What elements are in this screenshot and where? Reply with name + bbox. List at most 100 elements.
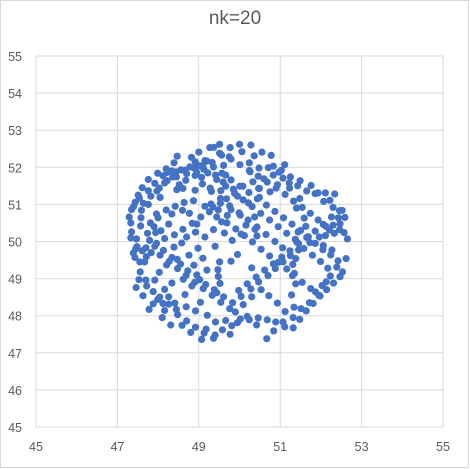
data-point xyxy=(251,213,259,221)
data-point xyxy=(229,299,237,307)
data-point xyxy=(272,184,280,192)
data-point xyxy=(156,193,164,201)
data-point xyxy=(323,286,331,294)
data-point xyxy=(201,202,209,210)
data-point xyxy=(285,179,293,187)
data-point xyxy=(281,161,289,169)
data-point xyxy=(279,214,288,222)
y-tick-label: 48 xyxy=(8,310,22,324)
data-point xyxy=(179,225,187,233)
data-point xyxy=(240,232,248,240)
data-point xyxy=(247,285,255,293)
data-point xyxy=(217,298,225,306)
data-point xyxy=(307,285,315,293)
data-point xyxy=(163,177,171,185)
data-point xyxy=(174,311,182,319)
data-point xyxy=(146,236,154,244)
y-tick-label: 52 xyxy=(8,161,22,175)
data-point xyxy=(314,216,322,224)
data-point xyxy=(279,244,287,252)
data-point xyxy=(269,260,277,268)
data-point xyxy=(178,206,187,214)
data-point xyxy=(222,316,230,325)
data-point xyxy=(165,220,173,228)
data-point xyxy=(142,276,150,284)
data-point xyxy=(161,306,169,315)
data-point xyxy=(190,261,198,269)
data-point xyxy=(217,187,225,195)
data-point xyxy=(266,216,274,224)
data-point xyxy=(170,243,178,251)
data-point xyxy=(178,239,186,247)
data-point xyxy=(173,152,181,160)
data-point xyxy=(218,169,226,177)
data-point xyxy=(325,226,333,234)
data-point xyxy=(154,169,162,177)
data-point xyxy=(198,173,206,181)
data-point xyxy=(302,222,310,230)
data-point xyxy=(294,240,303,248)
data-point xyxy=(220,229,228,237)
data-point xyxy=(182,303,190,311)
data-point xyxy=(163,168,171,177)
data-point xyxy=(147,192,155,200)
data-point xyxy=(250,152,258,160)
data-point xyxy=(303,233,311,241)
data-point xyxy=(289,260,297,269)
data-point xyxy=(254,172,262,180)
data-point xyxy=(149,288,157,296)
data-point xyxy=(292,204,301,212)
data-point xyxy=(289,314,297,322)
y-tick-label: 47 xyxy=(8,347,22,361)
data-point xyxy=(180,198,188,207)
data-point xyxy=(309,299,317,308)
data-point xyxy=(151,179,159,187)
data-point xyxy=(286,173,294,181)
data-point xyxy=(233,250,242,259)
data-point xyxy=(182,176,190,184)
data-point xyxy=(179,184,187,192)
data-point xyxy=(292,280,300,288)
data-point xyxy=(183,317,191,325)
data-point xyxy=(162,206,170,214)
data-point xyxy=(300,244,308,253)
data-point xyxy=(262,201,270,209)
data-point xyxy=(322,278,330,286)
data-point xyxy=(271,237,279,246)
data-point xyxy=(165,293,173,301)
data-point xyxy=(248,238,257,246)
data-point xyxy=(156,293,164,301)
data-point xyxy=(298,203,306,211)
data-point xyxy=(137,214,145,222)
data-point xyxy=(237,292,245,300)
data-point xyxy=(165,257,173,266)
data-point xyxy=(128,206,136,214)
data-point xyxy=(288,272,296,280)
data-point xyxy=(228,236,236,244)
data-point xyxy=(271,207,279,215)
data-point xyxy=(135,276,143,284)
data-point xyxy=(151,242,159,250)
data-point xyxy=(329,203,337,211)
data-point xyxy=(257,286,265,294)
data-point xyxy=(303,187,311,195)
data-point xyxy=(216,279,224,287)
data-point xyxy=(161,234,169,243)
data-point xyxy=(253,195,261,203)
y-tick-label: 53 xyxy=(8,124,22,138)
data-point xyxy=(218,151,226,159)
data-point xyxy=(248,264,256,272)
data-point xyxy=(258,148,266,156)
data-point xyxy=(151,276,159,284)
data-point xyxy=(191,307,200,315)
data-point xyxy=(154,214,162,222)
data-point xyxy=(137,222,145,230)
data-point xyxy=(216,140,224,148)
data-point xyxy=(209,226,218,234)
data-point xyxy=(165,300,173,308)
data-point xyxy=(223,211,231,220)
data-point xyxy=(238,148,246,156)
data-point xyxy=(255,184,263,192)
data-point xyxy=(168,210,176,218)
data-point xyxy=(283,265,291,273)
